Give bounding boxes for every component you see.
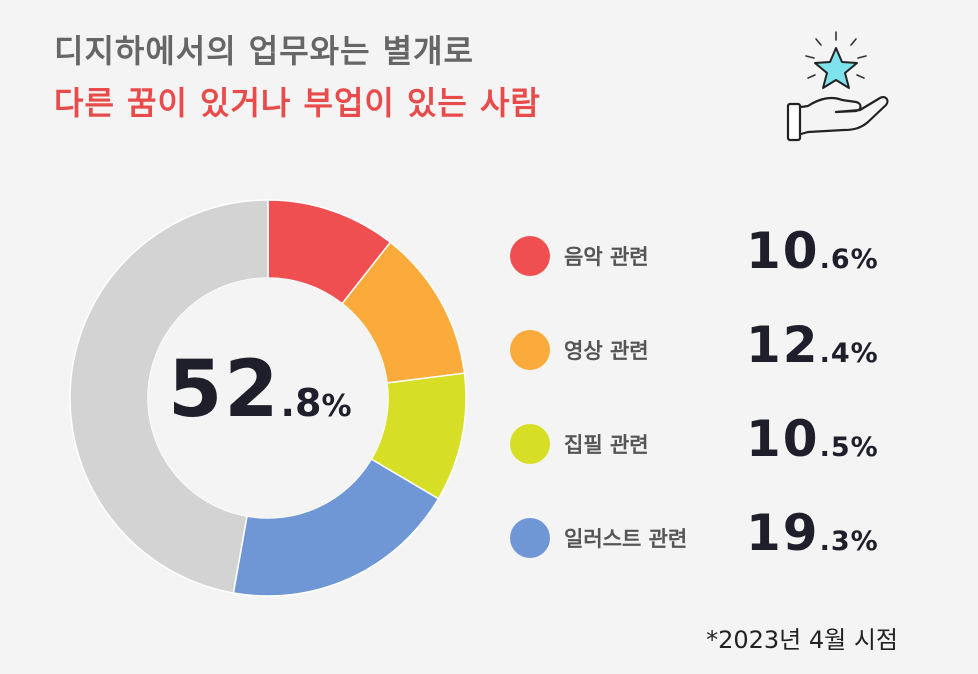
footnote-date: *2023년 4월 시점 (706, 626, 898, 654)
center-value-decimal: .8 (280, 381, 322, 425)
legend-label: 음악 관련 (564, 245, 649, 269)
hand-holding-star-icon (786, 31, 889, 142)
legend-dot (510, 236, 550, 276)
legend-value-integer: 10 (746, 222, 820, 280)
center-value-unit: % (321, 389, 352, 424)
legend-value-decimal: .5 (819, 432, 851, 463)
legend-value-decimal: .3 (819, 526, 851, 557)
chart-title-line1: 디지하에서의 업무와는 별개로 (54, 32, 475, 70)
legend-item-writing: 집필 관련 (510, 414, 649, 474)
legend-item-illustration: 일러스트 관련 (510, 508, 687, 568)
legend-value-integer: 12 (746, 316, 820, 374)
legend-label: 집필 관련 (564, 433, 649, 457)
donut-slice-remainder (69, 199, 269, 594)
legend-dot (510, 424, 550, 464)
legend-value-integer: 19 (746, 504, 820, 562)
donut-hole (148, 278, 388, 518)
donut-chart (69, 199, 467, 597)
legend-value-unit: % (850, 338, 879, 369)
legend-label: 일러스트 관련 (564, 527, 688, 551)
legend-value-video: 12 .4 % (746, 316, 879, 374)
legend-value-unit: % (850, 244, 879, 275)
center-total-value: 52 .8 % (168, 345, 352, 445)
legend-value-unit: % (850, 432, 879, 463)
legend-value-music: 10 .6 % (746, 222, 879, 280)
legend-value-decimal: .6 (819, 244, 851, 275)
chart-title-line2: 다른 꿈이 있거나 부업이 있는 사람 (54, 84, 541, 122)
legend-value-integer: 10 (746, 410, 820, 468)
center-value-integer: 52 (168, 345, 281, 435)
legend-item-music: 음악 관련 (510, 226, 649, 286)
legend-dot (510, 330, 550, 370)
legend-value-unit: % (850, 526, 879, 557)
legend-value-writing: 10 .5 % (746, 410, 879, 468)
legend-value-decimal: .4 (819, 338, 851, 369)
legend-value-illustration: 19 .3 % (746, 504, 879, 562)
legend-item-video: 영상 관련 (510, 320, 649, 380)
legend-label: 영상 관련 (564, 339, 649, 363)
legend-dot (510, 518, 550, 558)
